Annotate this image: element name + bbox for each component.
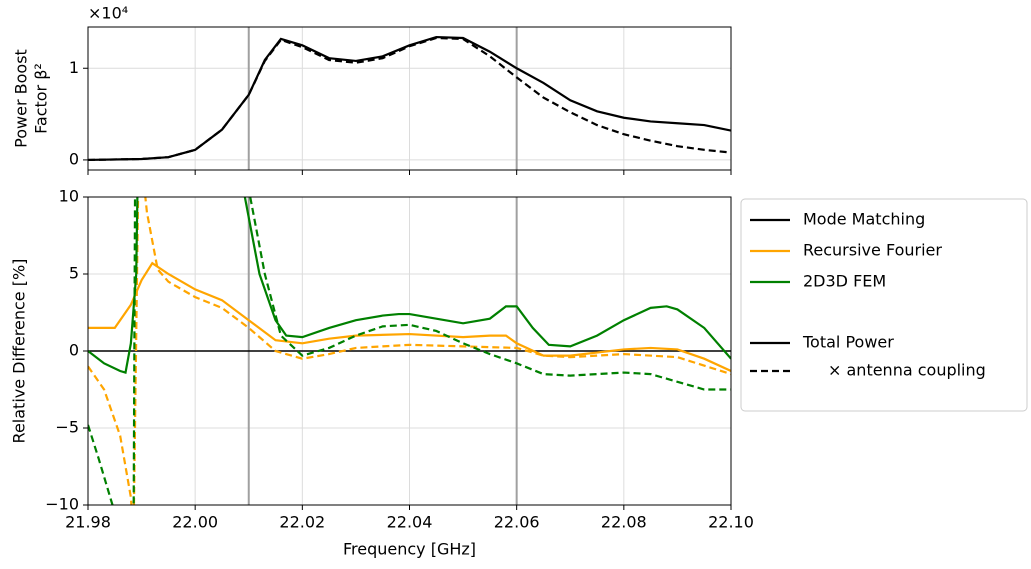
- x-axis-label: Frequency [GHz]: [343, 540, 476, 559]
- series-line: [88, 261, 731, 373]
- y-axis-label: Factor β²: [32, 63, 51, 134]
- series-line: [88, 197, 731, 505]
- x-tick-label: 22.04: [387, 513, 433, 532]
- series-line: [88, 197, 731, 374]
- y-tick-label: 1: [69, 58, 79, 77]
- x-tick-label: 22.08: [601, 513, 647, 532]
- series-line: [88, 197, 731, 505]
- x-tick-label: 22.02: [279, 513, 325, 532]
- legend-label: × antenna coupling: [828, 361, 986, 380]
- y-tick-label: 0: [69, 149, 79, 168]
- axes-frame: [87, 196, 732, 506]
- x-tick-label: 22.10: [708, 513, 754, 532]
- legend-frame: [740, 198, 1028, 412]
- legend-label: Total Power: [802, 333, 894, 352]
- y-tick-label: −10: [45, 495, 79, 514]
- y-tick-label: −5: [55, 418, 79, 437]
- y-tick-label: 5: [69, 264, 79, 283]
- legend-label: 2D3D FEM: [803, 272, 886, 291]
- y-axis-label: Relative Difference [%]: [10, 259, 29, 444]
- y-tick-label: 0: [69, 341, 79, 360]
- legend: Mode Matching Recursive Fourier 2D3D FEM To…: [740, 198, 1028, 412]
- x-tick-label: 22.06: [494, 513, 540, 532]
- y-axis-label: Power Boost: [12, 49, 31, 148]
- y-offset-label: ×10⁴: [88, 4, 128, 23]
- legend-label: Recursive Fourier: [803, 241, 942, 260]
- y-tick-label: 10: [59, 187, 79, 206]
- x-tick-label: 22.00: [172, 513, 218, 532]
- legend-label: Mode Matching: [803, 210, 925, 229]
- series-line: [88, 36, 731, 162]
- x-tick-label: 21.98: [65, 513, 111, 532]
- axes-frame: [87, 26, 732, 171]
